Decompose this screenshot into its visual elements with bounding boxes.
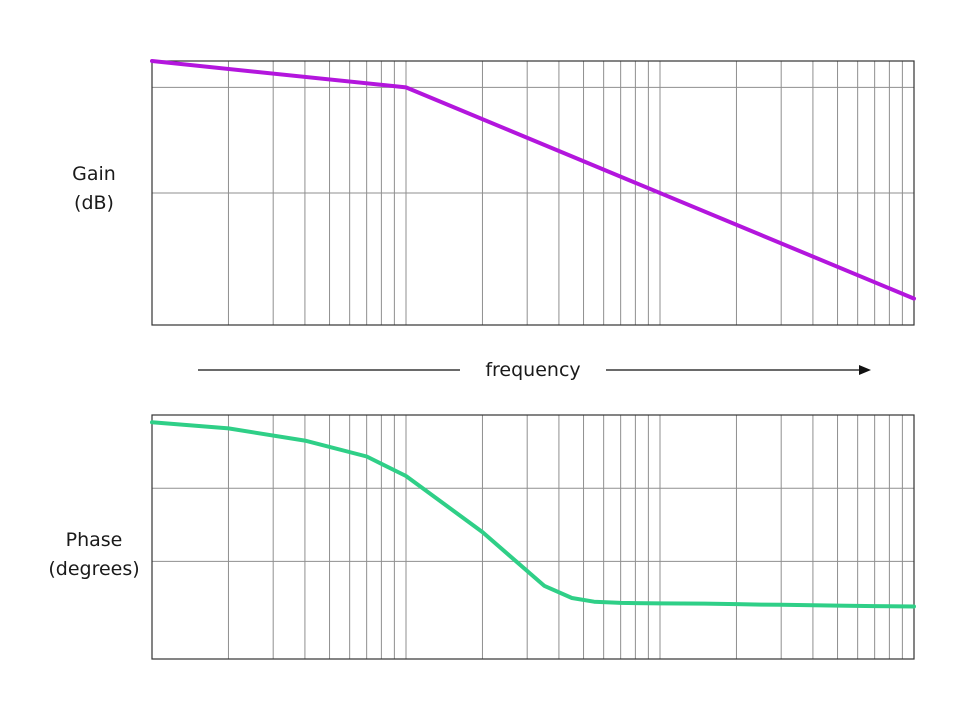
gain-ylabel: Gain (72, 163, 116, 185)
gain-series-line (150, 59, 916, 301)
gain-panel (150, 59, 916, 326)
phase-grid (152, 415, 914, 659)
phase-series-line (150, 420, 916, 609)
frequency-axis: frequency (198, 359, 871, 381)
phase-ylabel: Phase (66, 529, 123, 551)
gain-grid (152, 61, 914, 325)
frequency-label: frequency (485, 359, 580, 381)
gain-frame (151, 60, 915, 326)
phase-panel (150, 414, 916, 660)
phase-ylabel-units: (degrees) (48, 558, 139, 580)
gain-ylabel-units: (dB) (74, 192, 114, 214)
frequency-arrowhead-icon (859, 365, 871, 375)
phase-frame (151, 414, 915, 660)
